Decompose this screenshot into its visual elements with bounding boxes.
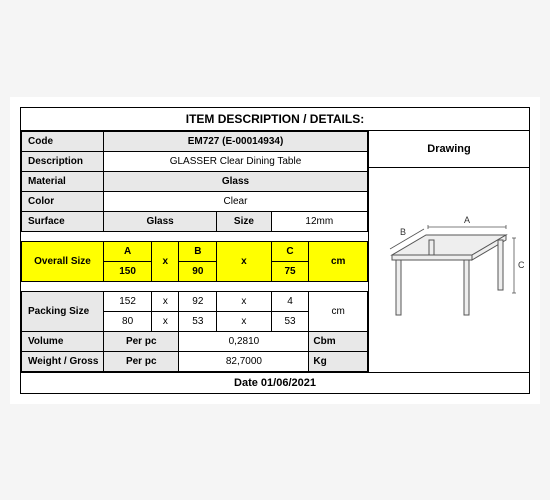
row-weight: Weight / Gross Per pc 82,7000 Kg [22,351,368,371]
color-value: Clear [104,191,368,211]
material-value: Glass [104,171,368,191]
details-table: Code EM727 (E-00014934) Description GLAS… [21,131,368,372]
dim-a: A [464,215,470,225]
overall-b-h: B [179,241,217,261]
dim-c: C [518,260,524,270]
size-label: Size [217,211,271,231]
row-code: Code EM727 (E-00014934) [22,131,368,151]
spacer [22,231,368,241]
overall-x1: x [152,241,179,281]
pk1-a: 152 [104,291,152,311]
volume-label: Volume [22,331,104,351]
weight-per: Per pc [104,351,179,371]
material-label: Material [22,171,104,191]
row-surface: Surface Glass Size 12mm [22,211,368,231]
overall-b-v: 90 [179,261,217,281]
title: ITEM DESCRIPTION / DETAILS: [21,108,529,131]
code-value: EM727 (E-00014934) [104,131,368,151]
packing-label: Packing Size [22,291,104,331]
weight-value: 82,7000 [179,351,309,371]
pk2-b: 53 [179,311,217,331]
surface-label: Surface [22,211,104,231]
spec-sheet: ITEM DESCRIPTION / DETAILS: Code EM727 (… [10,97,540,404]
date-row: Date 01/06/2021 [21,372,529,393]
main-grid: Code EM727 (E-00014934) Description GLAS… [21,131,529,372]
pk2-a: 80 [104,311,152,331]
pk1-x1: x [152,291,179,311]
surface-value: Glass [104,211,217,231]
pk1-b: 92 [179,291,217,311]
overall-c-v: 75 [271,261,309,281]
pk1-c: 4 [271,291,309,311]
code-label: Code [22,131,104,151]
volume-value: 0,2810 [179,331,309,351]
packing-unit: cm [309,291,368,331]
description-value: GLASSER Clear Dining Table [104,151,368,171]
spacer [22,281,368,291]
pk2-x2: x [217,311,271,331]
row-description: Description GLASSER Clear Dining Table [22,151,368,171]
row-volume: Volume Per pc 0,2810 Cbm [22,331,368,351]
weight-label: Weight / Gross [22,351,104,371]
pk2-c: 53 [271,311,309,331]
color-label: Color [22,191,104,211]
right-column: Drawing [369,131,529,372]
dim-b: B [400,227,406,237]
size-value: 12mm [271,211,367,231]
pk2-x1: x [152,311,179,331]
volume-per: Per pc [104,331,179,351]
left-column: Code EM727 (E-00014934) Description GLAS… [21,131,369,372]
row-color: Color Clear [22,191,368,211]
row-overall-header: Overall Size A x B x C cm [22,241,368,261]
row-material: Material Glass [22,171,368,191]
overall-label: Overall Size [22,241,104,281]
weight-unit: Kg [309,351,368,371]
drawing-area: A B C [369,168,529,372]
overall-c-h: C [271,241,309,261]
pk1-x2: x [217,291,271,311]
overall-a-h: A [104,241,152,261]
description-label: Description [22,151,104,171]
row-packing-1: Packing Size 152 x 92 x 4 cm [22,291,368,311]
overall-a-v: 150 [104,261,152,281]
drawing-label: Drawing [369,131,529,168]
overall-x2: x [217,241,271,281]
table-drawing-icon: A B C [374,205,524,335]
outer-frame: ITEM DESCRIPTION / DETAILS: Code EM727 (… [20,107,530,394]
volume-unit: Cbm [309,331,368,351]
overall-unit: cm [309,241,368,281]
